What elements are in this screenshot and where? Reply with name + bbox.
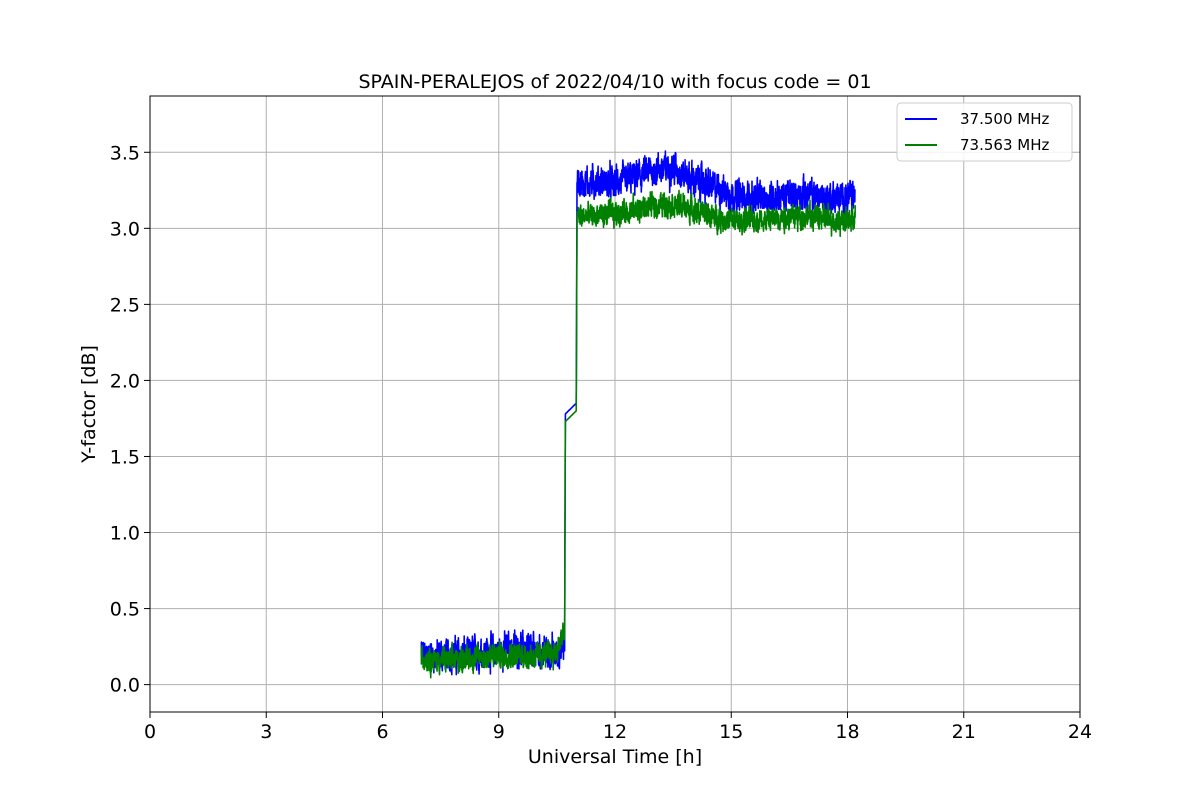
x-tick-label: 24: [1068, 721, 1092, 743]
y-tick-label: 1.5: [110, 446, 140, 468]
x-tick-label: 15: [719, 721, 743, 743]
y-tick-label: 3.0: [110, 218, 140, 240]
series-layer: [420, 150, 856, 679]
x-tick-label: 6: [376, 721, 388, 743]
x-tick-label: 0: [144, 721, 156, 743]
legend-label-series-1: 37.500 MHz: [960, 110, 1049, 128]
series-line-1: [420, 150, 856, 676]
x-tick-label: 18: [835, 721, 859, 743]
y-tick-label: 2.5: [110, 294, 140, 316]
y-tick-label: 0.0: [110, 675, 140, 697]
y-axis-label: Y-factor [dB]: [78, 345, 100, 464]
y-tick-label: 0.5: [110, 599, 140, 621]
x-tick-label: 3: [260, 721, 272, 743]
legend-label-series-2: 73.563 MHz: [960, 136, 1049, 154]
legend: 37.500 MHz 73.563 MHz: [896, 102, 1073, 162]
y-tick-label: 2.0: [110, 370, 140, 392]
y-tick-label: 3.5: [110, 142, 140, 164]
x-tick-label: 9: [493, 721, 505, 743]
y-axis-ticks: 0.0 0.5 1.0 1.5 2.0 2.5 3.0 3.5: [110, 142, 150, 697]
chart-title: SPAIN-PERALEJOS of 2022/04/10 with focus…: [358, 71, 871, 93]
series-line-2: [420, 189, 856, 679]
x-tick-label: 21: [952, 721, 976, 743]
x-tick-label: 12: [603, 721, 627, 743]
x-axis-label: Universal Time [h]: [528, 746, 702, 768]
legend-box: [896, 102, 1073, 162]
y-tick-label: 1.0: [110, 523, 140, 545]
x-axis-ticks: 0 3 6 9 12 15 18 21 24: [144, 712, 1092, 743]
